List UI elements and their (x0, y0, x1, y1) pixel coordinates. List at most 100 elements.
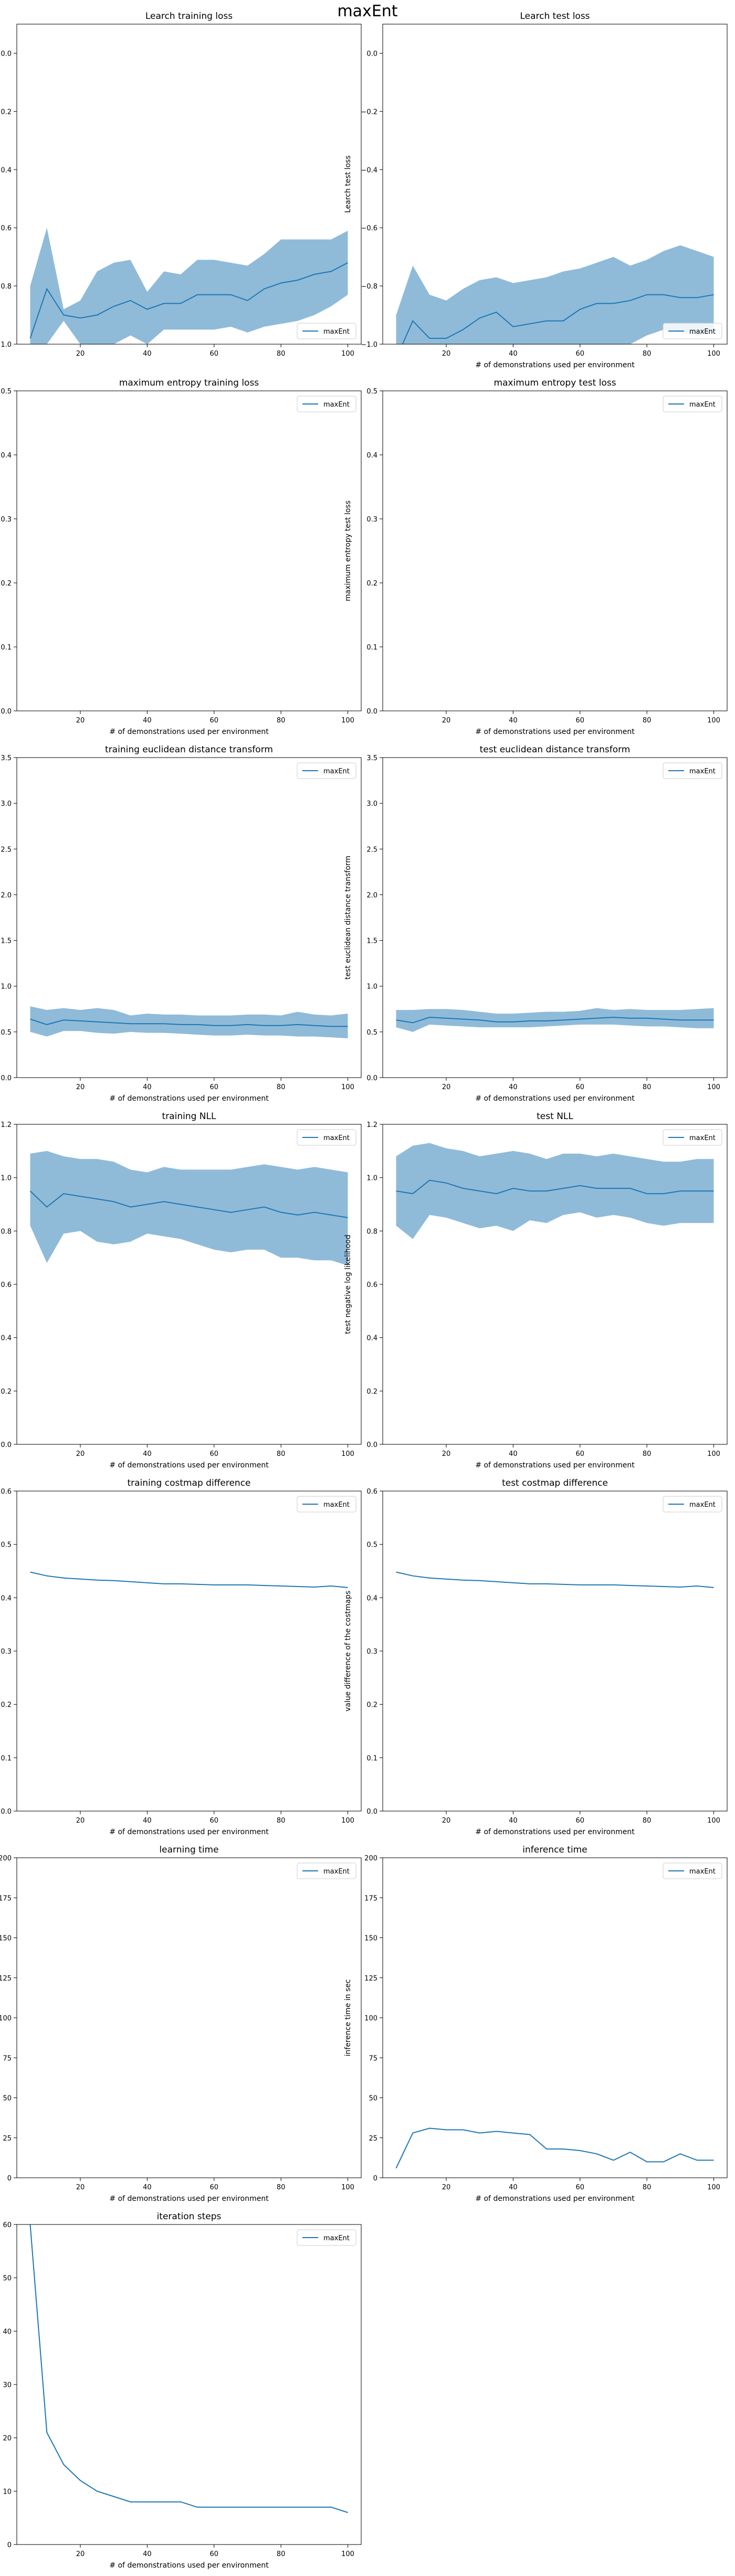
y-tick-label: 0.0 (366, 50, 377, 58)
y-tick-label: 1.0 (366, 1175, 377, 1183)
y-tick-label: 30 (3, 2381, 12, 2389)
y-tick-label: 2.0 (366, 891, 377, 899)
axes-frame (17, 1491, 361, 1811)
y-tick-label: 1.0 (366, 983, 377, 991)
x-tick-label: 100 (707, 1450, 720, 1458)
chart-title: learning time (159, 1845, 218, 1855)
y-tick-label: 3.0 (366, 800, 377, 808)
x-tick-label: 20 (76, 350, 85, 358)
x-tick-label: 60 (575, 350, 584, 358)
y-tick-label: 150 (0, 1935, 12, 1943)
x-tick-label: 60 (575, 2184, 584, 2191)
y-tick-label: 25 (3, 2135, 12, 2143)
x-tick-label: 100 (707, 2184, 720, 2191)
x-tick-label: 60 (575, 717, 584, 725)
x-tick-label: 40 (509, 1450, 518, 1458)
y-tick-label: 0.1 (366, 644, 377, 652)
y-tick-label: 0.1 (1, 1754, 12, 1762)
legend: maxEnt (663, 1863, 722, 1879)
x-axis-label: # of demonstrations used per environment (109, 1828, 269, 1836)
y-tick-label: 0.0 (366, 1441, 377, 1449)
y-tick-label: −0.8 (0, 283, 12, 291)
x-tick-label: 80 (277, 350, 286, 358)
legend-label: maxEnt (689, 1868, 716, 1876)
y-tick-label: 0.0 (366, 1074, 377, 1082)
legend-label: maxEnt (689, 401, 716, 409)
y-tick-label: 0 (7, 2175, 12, 2183)
y-tick-label: −0.2 (0, 108, 12, 116)
y-tick-label: 0.1 (1, 644, 12, 652)
chart-title: iteration steps (157, 2211, 222, 2222)
y-tick-label: 0.6 (1, 1281, 12, 1289)
y-tick-label: 125 (364, 1975, 377, 1983)
y-axis-label: test euclidean distance transform (344, 856, 352, 980)
x-tick-label: 40 (143, 1083, 152, 1091)
x-axis-label: # of demonstrations used per environment (475, 1094, 635, 1103)
y-tick-label: 0.5 (366, 388, 377, 396)
x-tick-label: 100 (341, 2550, 354, 2558)
legend: maxEnt (663, 763, 722, 779)
x-tick-label: 20 (442, 2184, 451, 2191)
legend: maxEnt (663, 1496, 722, 1512)
y-tick-label: 0.8 (1, 1228, 12, 1236)
y-tick-label: 50 (3, 2095, 12, 2103)
x-tick-label: 20 (76, 1450, 85, 1458)
chart-title: test euclidean distance transform (480, 744, 631, 755)
y-tick-label: −1.0 (361, 341, 377, 349)
series-layer (30, 1006, 348, 1038)
y-tick-label: 0.2 (1, 1701, 12, 1709)
series-layer (396, 2128, 713, 2168)
axes-frame (383, 758, 727, 1078)
y-tick-label: 40 (3, 2328, 12, 2336)
x-axis-label: # of demonstrations used per environment (109, 1461, 269, 1470)
chart-title: maximum entropy test loss (494, 378, 616, 388)
y-tick-label: 10 (3, 2488, 12, 2496)
y-tick-label: 0.0 (1, 1074, 12, 1082)
y-tick-label: 0.3 (366, 1648, 377, 1656)
x-tick-label: 40 (143, 717, 152, 725)
x-tick-label: 80 (277, 2184, 286, 2191)
y-tick-label: 1.5 (1, 938, 12, 945)
y-tick-label: 0.2 (1, 580, 12, 588)
x-axis-label: # of demonstrations used per environment (475, 728, 635, 736)
axes-frame (383, 1858, 727, 2178)
chart-title: training euclidean distance transform (105, 744, 273, 755)
x-tick-label: 60 (209, 1817, 218, 1825)
y-tick-label: 50 (3, 2275, 12, 2283)
x-tick-label: 100 (707, 350, 720, 358)
confidence-band (30, 1151, 348, 1266)
x-tick-label: 20 (76, 1083, 85, 1091)
y-tick-label: 2.5 (1, 846, 12, 854)
y-tick-label: 0.2 (1, 1388, 12, 1396)
x-axis-label: # of demonstrations used per environment (109, 1094, 269, 1103)
x-tick-label: 60 (209, 2550, 218, 2558)
y-tick-label: 0.3 (366, 516, 377, 524)
series-line-maxEnt (396, 1572, 714, 1588)
x-tick-label: 80 (277, 1450, 286, 1458)
x-tick-label: 80 (643, 1083, 652, 1091)
y-tick-label: −0.2 (361, 108, 377, 116)
legend: maxEnt (297, 2230, 356, 2245)
legend-label: maxEnt (689, 328, 716, 336)
y-tick-label: 75 (3, 2055, 12, 2062)
y-tick-label: 3.5 (1, 754, 12, 762)
x-tick-label: 60 (209, 717, 218, 725)
axes-frame (17, 2224, 361, 2545)
x-tick-label: 40 (143, 1450, 152, 1458)
x-tick-label: 20 (442, 1450, 451, 1458)
chart-title: Learch training loss (145, 11, 233, 22)
chart-title: training NLL (162, 1111, 216, 1122)
y-tick-label: 0.0 (1, 708, 12, 716)
y-tick-label: 0.6 (1, 1488, 12, 1496)
chart-title: training costmap difference (127, 1478, 250, 1488)
y-tick-label: 0.5 (1, 1029, 12, 1037)
